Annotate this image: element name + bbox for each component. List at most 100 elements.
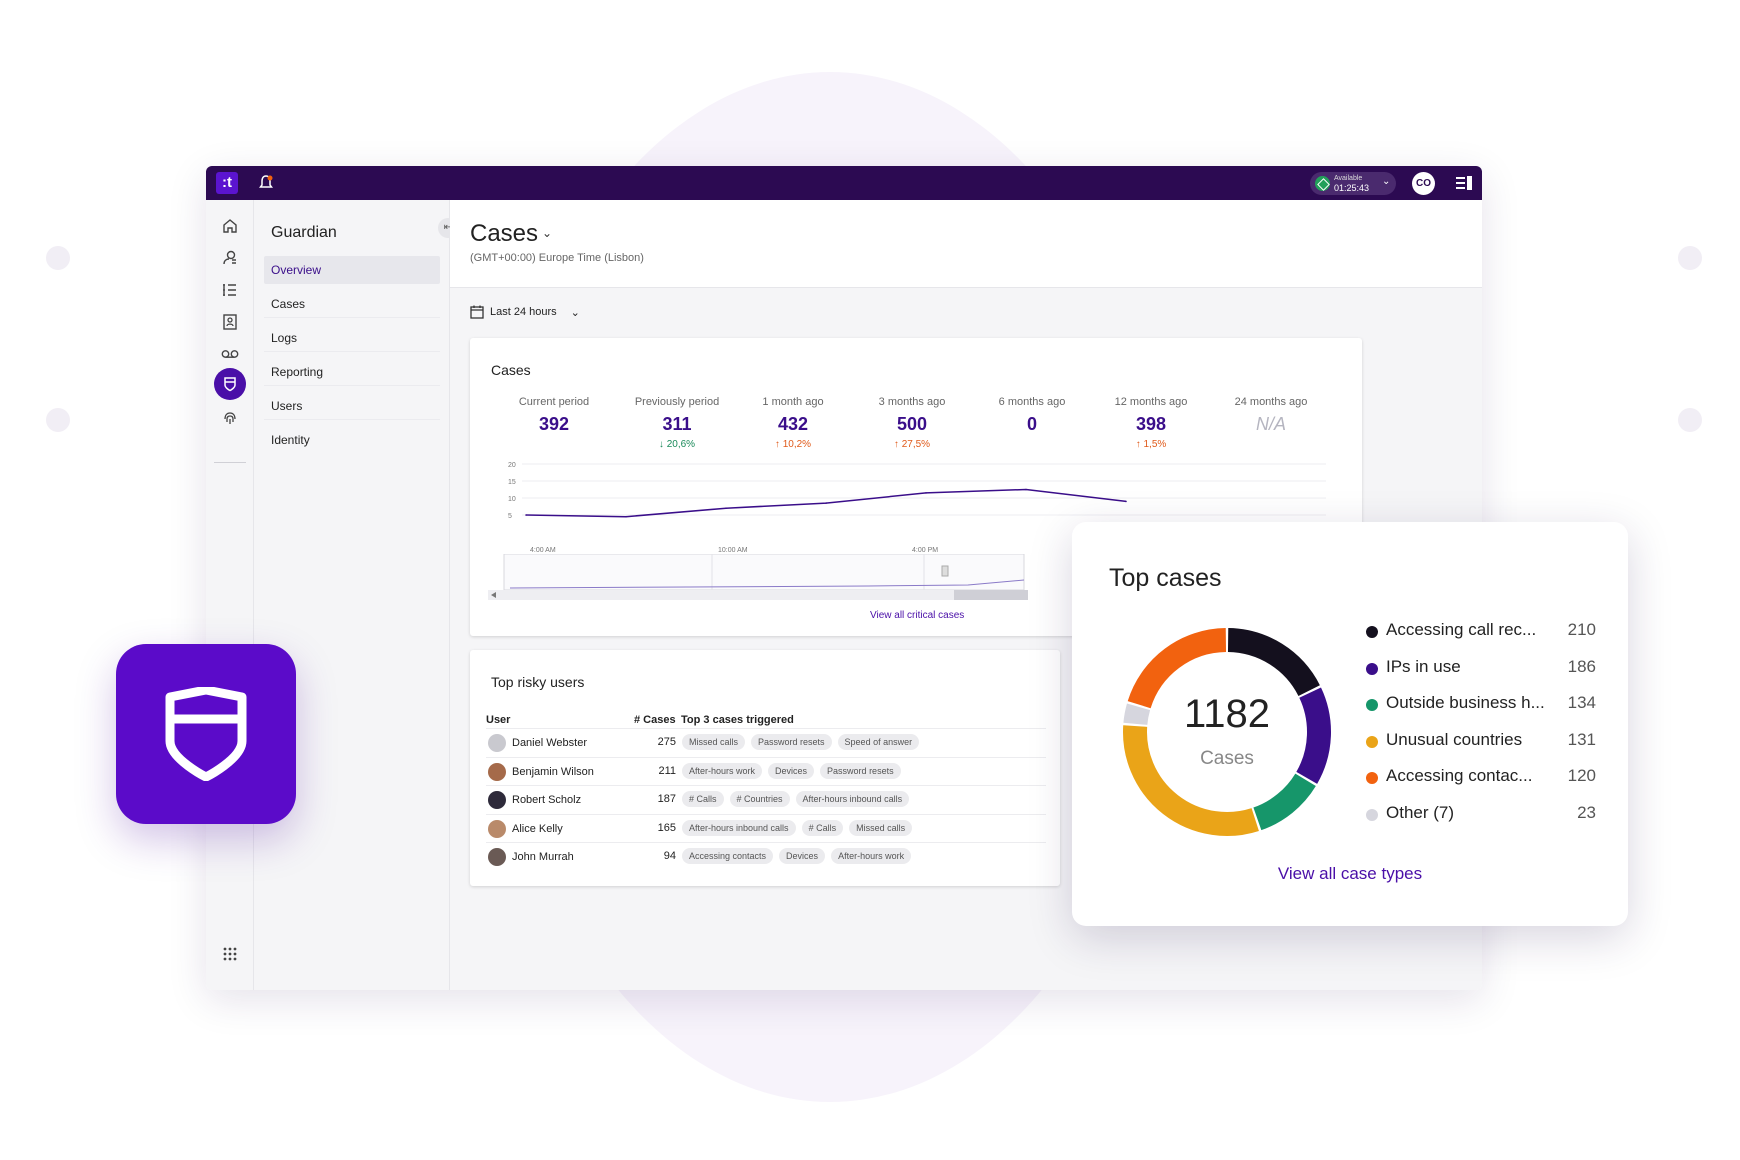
nav-item-overview[interactable]: Overview	[264, 256, 440, 284]
nav-item-users[interactable]: Users	[264, 392, 440, 420]
nav-item-reporting[interactable]: Reporting	[264, 358, 440, 386]
chevron-down-icon[interactable]: ⌄	[542, 226, 553, 240]
case-tag[interactable]: After-hours inbound calls	[795, 791, 910, 807]
period-stat: 24 months ago N/A	[1211, 396, 1331, 435]
availability-status[interactable]: Available 01:25:43 ⌄	[1310, 172, 1396, 195]
case-tag[interactable]: Devices	[768, 762, 815, 779]
rail-divider	[214, 462, 246, 463]
legend-item[interactable]: Other (7) 23	[1366, 803, 1596, 840]
icon-rail	[206, 200, 254, 990]
case-tag[interactable]: Accessing contacts	[682, 848, 774, 864]
scroll-left-icon[interactable]	[491, 592, 496, 598]
legend-swatch	[1366, 808, 1378, 821]
table-row[interactable]: Robert Scholz 187 # Calls # Countries After-…	[486, 785, 1046, 813]
date-range-label: Last 24 hours	[490, 306, 557, 318]
navigator-handle[interactable]	[941, 565, 949, 577]
user-name[interactable]: Alice Kelly	[512, 822, 563, 835]
case-tag[interactable]: Missed calls	[849, 819, 913, 836]
case-tag[interactable]: After-hours work	[831, 848, 912, 864]
case-tag[interactable]: # Calls	[801, 819, 844, 836]
nav-item-logs[interactable]: Logs	[264, 324, 440, 352]
date-range-selector[interactable]: Last 24 hours ⌄	[470, 302, 580, 322]
contact-center-icon[interactable]	[218, 246, 242, 270]
nav-item-identity[interactable]: Identity	[271, 433, 310, 447]
apps-grid-icon[interactable]	[218, 942, 242, 966]
fingerprint-icon[interactable]	[218, 406, 242, 430]
period-stat: Current period 392	[494, 396, 614, 435]
legend-item[interactable]: Accessing contac... 120	[1366, 766, 1596, 803]
chevron-down-icon: ⌄	[1382, 176, 1391, 187]
x-tick-label: 10:00 AM	[718, 547, 748, 554]
case-tag[interactable]: # Calls	[682, 791, 724, 807]
user-name[interactable]: Daniel Webster	[512, 737, 587, 749]
y-tick-label: 10	[508, 496, 516, 503]
case-tag[interactable]: After-hours work	[682, 762, 763, 779]
table-row[interactable]: John Murrah 94 Accessing contacts Devices Af…	[486, 842, 1046, 870]
case-tag[interactable]: Password resets	[820, 762, 901, 779]
case-tag[interactable]: Speed of answer	[837, 734, 920, 750]
total-cases-caption: Cases	[1200, 748, 1254, 769]
top-cases-donut-chart	[1123, 628, 1331, 836]
stat-delta-value: 27,5%	[901, 439, 931, 450]
chart-range-navigator[interactable]	[488, 554, 1028, 600]
case-tag[interactable]: After-hours inbound calls	[682, 819, 796, 836]
legend-item[interactable]: Outside business h... 134	[1366, 693, 1596, 730]
legend-item[interactable]: IPs in use 186	[1366, 657, 1596, 694]
stat-delta-value: 20,6%	[666, 439, 696, 450]
user-name[interactable]: Benjamin Wilson	[512, 765, 594, 778]
legend-label: IPs in use	[1386, 656, 1461, 676]
card-title: Top risky users	[491, 674, 585, 690]
status-label: Available	[1334, 175, 1363, 182]
table-row[interactable]: Daniel Webster 275 Missed calls Password re…	[486, 728, 1046, 756]
legend-swatch	[1366, 735, 1378, 748]
case-count: 275	[657, 736, 676, 748]
stat-value: 392	[538, 414, 570, 434]
notification-bell-icon[interactable]	[258, 174, 274, 192]
stat-label: 1 month ago	[762, 396, 824, 408]
home-icon[interactable]	[218, 214, 242, 238]
app-logo[interactable]: :t	[216, 172, 238, 194]
case-tag[interactable]: # Countries	[729, 791, 790, 807]
donut-slice[interactable]	[1123, 703, 1151, 726]
data-point	[525, 514, 527, 516]
case-tag[interactable]: Devices	[779, 848, 826, 864]
voicemail-icon[interactable]	[218, 342, 242, 366]
table-row[interactable]: Alice Kelly 165 After-hours inbound calls #…	[486, 813, 1046, 842]
side-panel-icon[interactable]	[1456, 176, 1472, 190]
card-title: Top cases	[1109, 564, 1222, 592]
decor-dot	[46, 246, 70, 270]
case-tag[interactable]: Missed calls	[682, 734, 746, 750]
case-tags: After-hours inbound calls # Calls Missed c…	[682, 819, 913, 836]
legend-item[interactable]: Accessing call rec... 210	[1366, 620, 1596, 657]
view-all-case-types-link[interactable]: View all case types	[1277, 864, 1423, 883]
donut-slice[interactable]	[1296, 687, 1331, 784]
donut-slice[interactable]	[1252, 773, 1316, 831]
view-all-critical-cases-link[interactable]: View all critical cases	[870, 610, 965, 621]
donut-slice[interactable]	[1227, 628, 1320, 697]
period-stat: 12 months ago 398 ↑ 1,5%	[1091, 396, 1211, 450]
navigator-scrollbar[interactable]	[488, 590, 1028, 600]
stat-delta: ↑ 1,5%	[1091, 439, 1211, 450]
donut-slice[interactable]	[1127, 628, 1227, 709]
case-tag[interactable]: Password resets	[751, 734, 832, 750]
contacts-icon[interactable]	[218, 310, 242, 334]
guardian-shield-icon[interactable]	[214, 368, 246, 400]
user-name[interactable]: John Murrah	[512, 851, 574, 863]
navigator-scroll-thumb[interactable]	[954, 590, 1028, 600]
donut-slice[interactable]	[1123, 725, 1259, 836]
decor-dot	[46, 408, 70, 432]
data-point	[1125, 500, 1127, 503]
nav-item-cases[interactable]: Cases	[264, 290, 440, 318]
avatar	[488, 734, 506, 752]
risky-users-card: Top risky users User # Cases Top 3 cases…	[470, 650, 1060, 886]
column-header-user: User	[486, 714, 511, 726]
data-point	[725, 507, 727, 509]
user-name[interactable]: Robert Scholz	[512, 794, 582, 806]
page-title[interactable]: Cases	[470, 220, 539, 247]
user-avatar[interactable]: CO	[1412, 172, 1435, 195]
cases-line-chart: 20 15 10 5 4:00 AM 10:00 AM 4:00 PM	[508, 462, 1326, 554]
legend-item[interactable]: Unusual countries 131	[1366, 730, 1596, 767]
table-row[interactable]: Benjamin Wilson 211 After-hours work Device…	[486, 756, 1046, 785]
list-icon[interactable]	[218, 278, 242, 302]
